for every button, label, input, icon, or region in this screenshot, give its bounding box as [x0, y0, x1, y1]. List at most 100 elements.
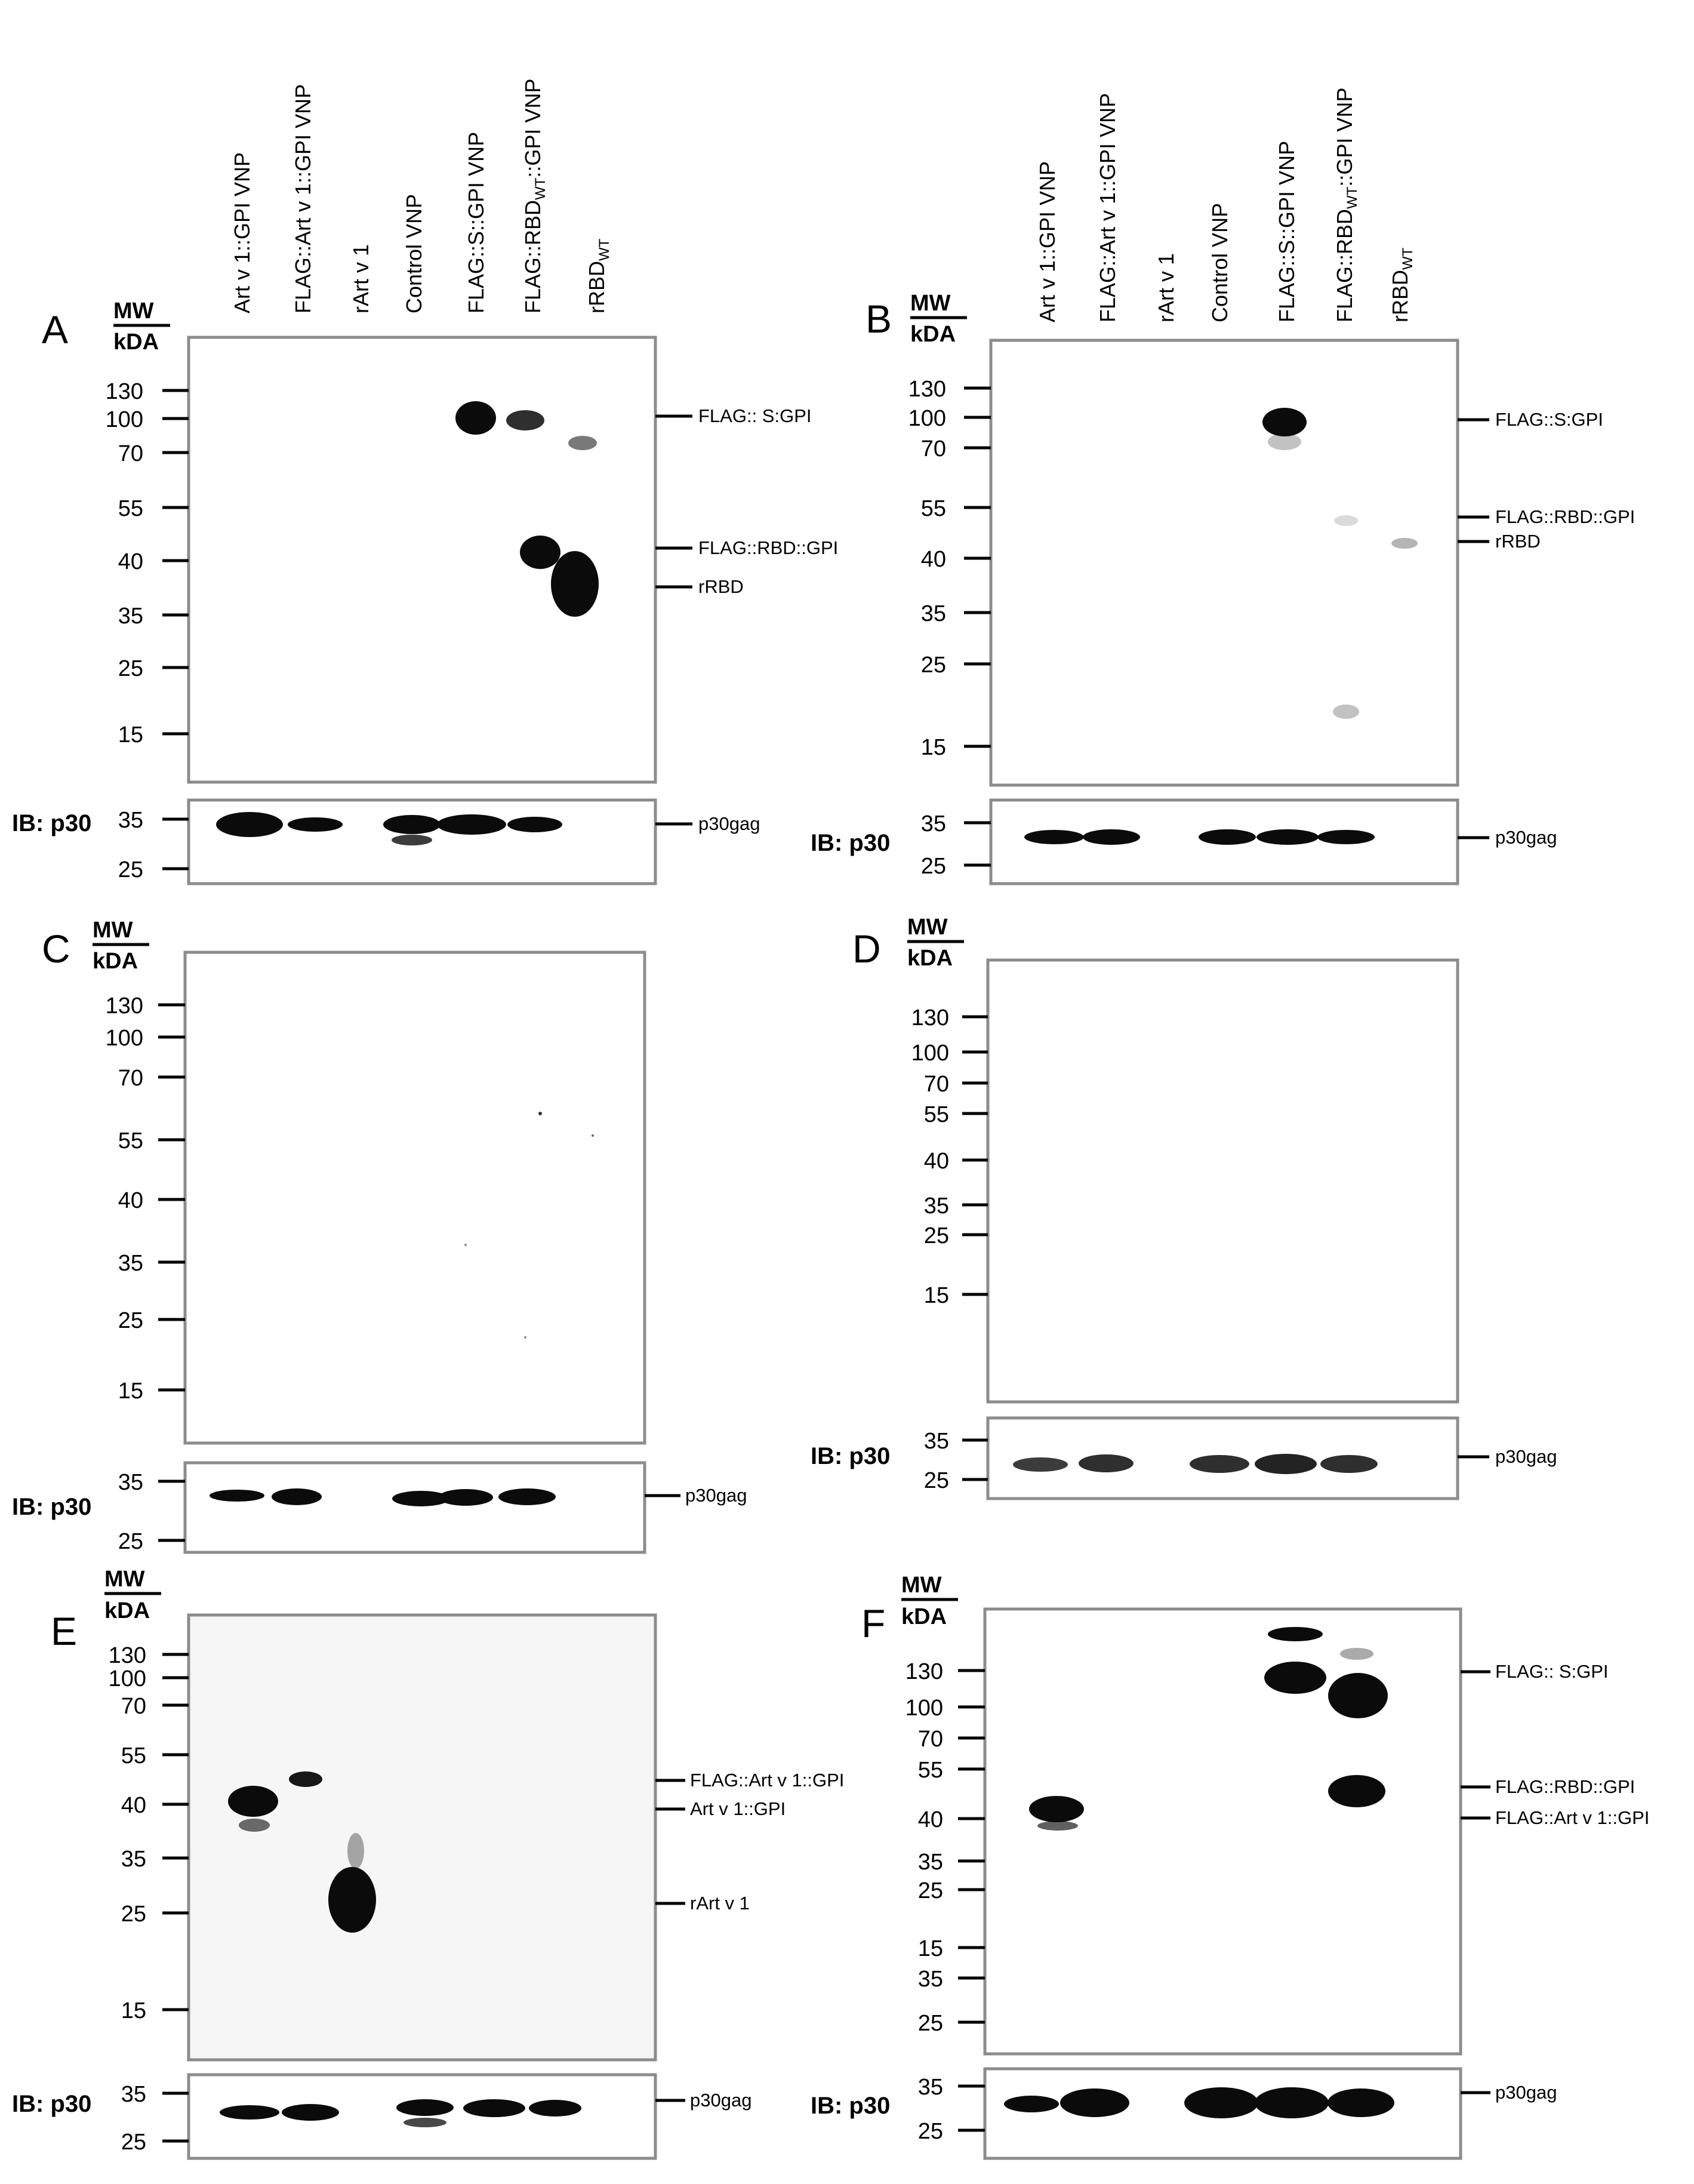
band	[1184, 2087, 1258, 2118]
loading-annotation: p30gag	[1495, 1446, 1557, 1467]
tick-label: 130	[109, 1643, 146, 1668]
band	[392, 835, 432, 845]
band	[288, 817, 343, 832]
band	[216, 812, 283, 837]
band	[1255, 1454, 1317, 1474]
panel-d: D MW kDA 130 100 70 55 40 35 25 15 IB: p…	[811, 915, 1557, 1500]
blot-main-b	[989, 339, 1459, 787]
tick-label: 25	[118, 1308, 143, 1333]
tick-label: 15	[924, 1283, 949, 1308]
band	[1268, 433, 1301, 450]
ticks-d: 130 100 70 55 40 35 25 15	[911, 1005, 988, 1308]
mw-header: MW	[907, 915, 948, 940]
band-annotation: Art v 1::GPI	[690, 1798, 786, 1819]
lane-label-6: FLAG::RBDWT::GPI VNP	[1332, 88, 1360, 322]
band	[282, 2104, 339, 2121]
band	[506, 410, 544, 430]
band	[1029, 1796, 1084, 1822]
mw-header: MW	[901, 1573, 942, 1598]
band	[507, 817, 562, 832]
tick-label: 55	[118, 496, 143, 521]
band-annotation: FLAG:: S:GPI	[1495, 1661, 1609, 1682]
band	[272, 1488, 322, 1505]
blot-main-c	[183, 950, 646, 1445]
tick-label: 130	[908, 377, 946, 402]
panel-label-d: D	[852, 927, 881, 971]
blot-main-e	[187, 1613, 657, 2062]
band	[463, 2099, 525, 2117]
tick-label: 100	[106, 407, 143, 432]
ib-label: IB: p30	[811, 1443, 890, 1469]
tick-label: 130	[911, 1005, 949, 1031]
band	[1199, 829, 1256, 845]
panel-b: B MW kDA 130 100 70 55 40 35 25 15 FLAG:…	[811, 291, 1635, 885]
tick-label: 100	[106, 1026, 143, 1051]
tick-label: 55	[118, 1128, 143, 1153]
tick-label: 25	[918, 2119, 943, 2144]
kda-header: kDA	[910, 322, 956, 347]
tick-label: 130	[106, 993, 143, 1019]
tick-label: 25	[918, 1878, 943, 1903]
tick-label: 25	[118, 656, 143, 681]
speck	[464, 1244, 467, 1246]
lane-label-1: Art v 1::GPI VNP	[230, 152, 254, 313]
ticks-e: 130 100 70 55 40 35 25 15	[109, 1643, 189, 2023]
band	[1391, 538, 1418, 549]
tick-label: 15	[918, 1936, 943, 1961]
band	[210, 1490, 264, 1502]
band	[1190, 1455, 1249, 1473]
panel-label-b: B	[866, 297, 892, 341]
tick-label: 70	[918, 1727, 943, 1752]
ticks-b: 130 100 70 55 40 35 25 15	[908, 377, 991, 760]
tick-label: 15	[118, 722, 143, 748]
ib-label: IB: p30	[12, 2091, 91, 2117]
ib-label: IB: p30	[12, 1494, 91, 1520]
tick-label: 35	[918, 1967, 943, 1992]
panel-a: A MW kDA 130 100 70 55 40 35 25 15 FLAG:…	[12, 299, 838, 885]
ib-label: IB: p30	[811, 830, 890, 856]
lane-label-5: FLAG::S::GPI VNP	[464, 132, 488, 313]
kda-header: kDA	[901, 1604, 947, 1629]
panel-c: C MW kDA 130 100 70 55 40 35 25 15 IB: p…	[12, 918, 747, 1554]
band	[1328, 1775, 1385, 1807]
tick-label: 35	[121, 2082, 146, 2107]
lane-label-3: rArt v 1	[349, 244, 373, 313]
band	[347, 1833, 364, 1869]
ib-label: IB: p30	[12, 810, 91, 836]
tick-label: 100	[905, 1696, 943, 1721]
mw-header: MW	[104, 1567, 145, 1592]
band	[392, 1491, 449, 1506]
ib-label: IB: p30	[811, 2093, 890, 2119]
band	[551, 551, 599, 617]
loading-bands-c	[210, 1488, 556, 1506]
band	[1328, 1673, 1388, 1718]
tick-label: 35	[118, 604, 143, 629]
lane-label-1: Art v 1::GPI VNP	[1035, 161, 1059, 322]
tick-label: 35	[918, 1850, 943, 1875]
kda-header: kDA	[104, 1598, 150, 1623]
lane-label-3: rArt v 1	[1154, 253, 1178, 322]
specks-c	[464, 1112, 594, 1339]
band-annotation: FLAG::RBD::GPI	[1495, 1776, 1635, 1797]
bands-b	[1262, 408, 1418, 719]
tick-label: 25	[924, 1468, 949, 1493]
tick-label: 15	[921, 735, 946, 760]
band-annotation: rRBD	[1495, 531, 1541, 552]
speck	[592, 1134, 594, 1137]
band	[1268, 1627, 1323, 1641]
tick-label: 15	[118, 1379, 143, 1404]
tick-label: 35	[118, 1251, 143, 1276]
band	[1060, 2088, 1129, 2117]
annotations-f: FLAG:: S:GPI FLAG::RBD::GPI FLAG::Art v …	[1461, 1661, 1649, 1828]
panel-label-f: F	[861, 1601, 885, 1645]
tick-label: 35	[924, 1193, 949, 1219]
band	[289, 1771, 322, 1787]
tick-label: 130	[106, 379, 143, 404]
tick-label: 35	[921, 811, 946, 836]
mw-header: MW	[910, 291, 951, 316]
loading-bands-e	[220, 2099, 581, 2127]
ticks-a: 130 100 70 55 40 35 25 15	[106, 379, 189, 748]
tick-label: 70	[924, 1072, 949, 1097]
band	[1262, 408, 1307, 436]
ticks-c: 130 100 70 55 40 35 25 15	[106, 993, 185, 1404]
